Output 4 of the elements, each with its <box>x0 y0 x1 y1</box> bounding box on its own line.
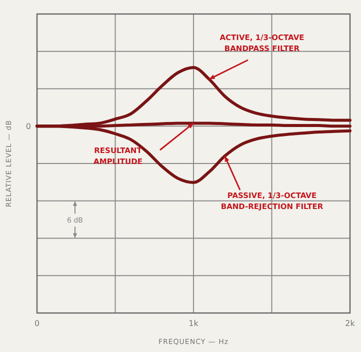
x-tick-label: 1k <box>188 319 199 328</box>
text: 0 <box>26 122 31 132</box>
x-tick-label: 2k <box>345 319 356 328</box>
x-tick-label: 0 <box>34 319 40 328</box>
